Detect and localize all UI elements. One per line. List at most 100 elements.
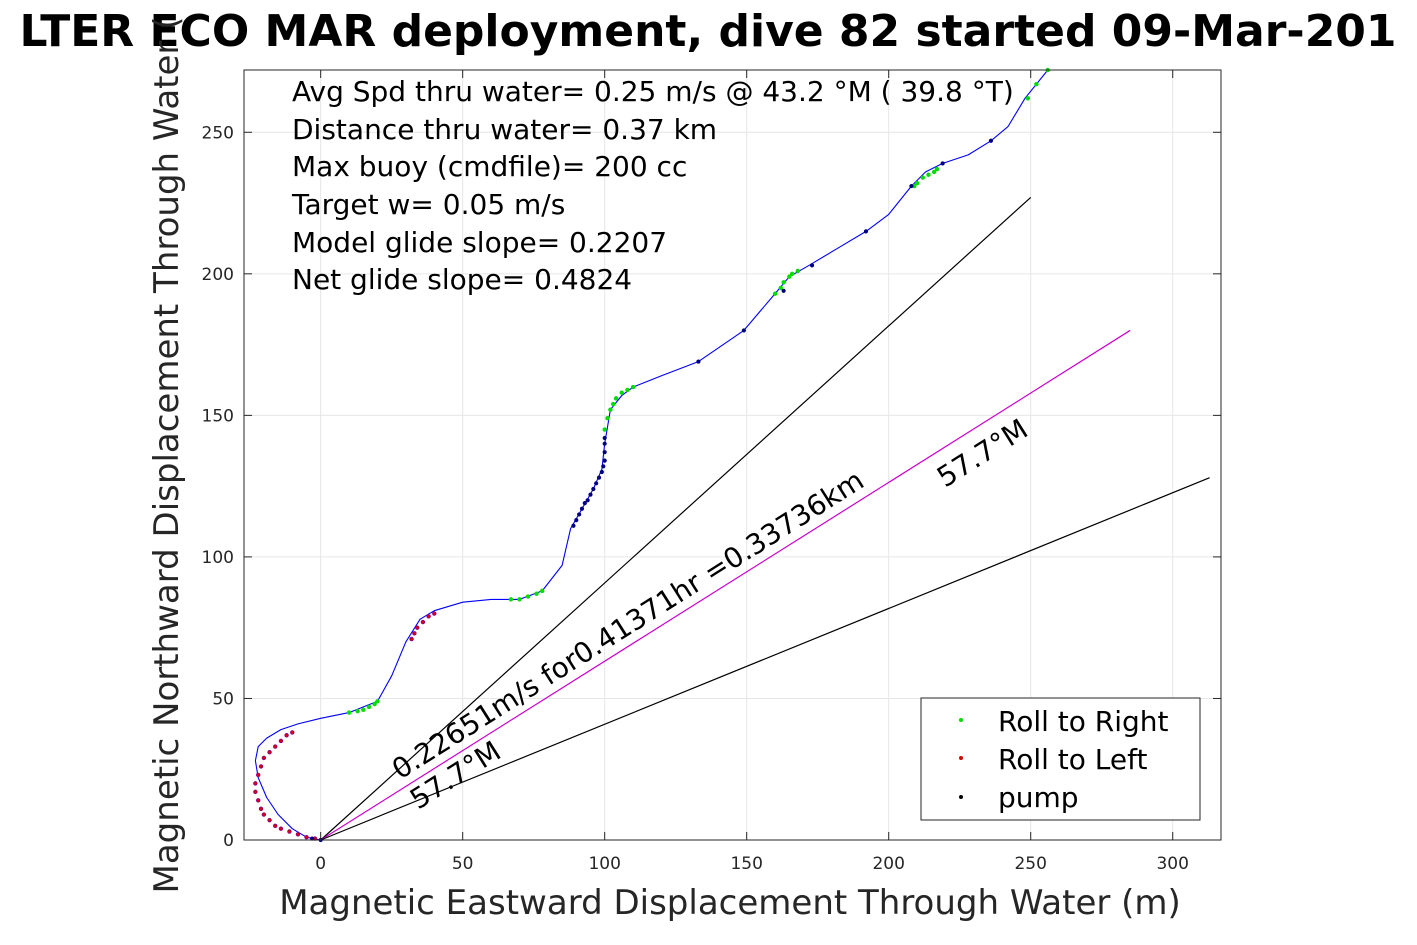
pump-marker (574, 518, 579, 523)
roll-right-marker (361, 707, 366, 712)
pump-marker (988, 138, 994, 143)
roll-right-marker (630, 384, 636, 390)
pump-marker (596, 475, 602, 480)
roll-right-marker (608, 407, 613, 412)
x-axis-label: Magnetic Eastward Displacement Through W… (279, 883, 1181, 923)
roll-right-marker (517, 597, 522, 602)
chart-title: LTER ECO MAR deployment, dive 82 started… (19, 6, 1396, 57)
stats-line: Target w= 0.05 m/s (291, 188, 565, 221)
x-tick-label: 250 (1014, 854, 1046, 874)
roll-left-marker (295, 832, 301, 837)
roll-left-marker (290, 730, 295, 735)
roll-right-marker (931, 169, 937, 175)
pump-marker (602, 458, 607, 463)
y-tick-label: 200 (202, 265, 234, 285)
roll-left-marker (420, 619, 426, 625)
pump-marker (909, 183, 914, 189)
pump-marker (582, 501, 587, 506)
x-tick-label: 300 (1156, 854, 1188, 874)
roll-right-marker (795, 268, 801, 274)
y-tick-label: 150 (202, 406, 234, 426)
stats-text-block: Avg Spd thru water= 0.25 m/s @ 43.2 °M (… (291, 75, 1014, 296)
roll-right-marker (525, 594, 531, 599)
roll-right-marker (1034, 81, 1039, 87)
y-tick-label: 50 (212, 689, 234, 709)
roll-left-marker (432, 611, 437, 616)
stats-line: Net glide slope= 0.4824 (292, 263, 632, 296)
roll-left-marker (258, 764, 264, 769)
roll-right-marker (602, 427, 607, 432)
roll-left-marker (273, 823, 278, 829)
roll-right-marker (1025, 96, 1031, 101)
roll-right-marker (346, 710, 352, 715)
pump-marker (588, 492, 593, 497)
pump-marker (696, 359, 701, 364)
roll-left-marker (284, 733, 289, 738)
roll-left-marker (267, 817, 272, 823)
legend-marker-roll-right (959, 718, 963, 722)
roll-right-marker (375, 699, 380, 704)
pump-marker (579, 506, 585, 511)
roll-left-marker (256, 772, 261, 778)
x-tick-label: 100 (588, 854, 620, 874)
roll-right-marker (366, 704, 372, 710)
roll-right-marker (372, 701, 377, 707)
pump-marker (602, 450, 607, 455)
y-tick-label: 100 (202, 548, 234, 568)
roll-right-marker (934, 166, 940, 172)
y-axis-label: Magnetic Northward Displacement Through … (147, 17, 187, 894)
roll-right-marker (920, 175, 925, 180)
pump-marker (601, 464, 606, 469)
reference-line-right-bound (320, 477, 1210, 841)
legend-label-roll-right: Roll to Right (998, 705, 1169, 738)
pump-marker (599, 469, 604, 475)
roll-left-marker (426, 614, 431, 619)
pump-marker (571, 523, 576, 528)
legend-box (920, 697, 1201, 821)
roll-right-marker (625, 387, 630, 393)
roll-left-marker (273, 744, 278, 749)
stats-line: Distance thru water= 0.37 km (292, 113, 717, 146)
roll-right-marker (611, 401, 616, 407)
stats-line: Max buoy (cmdfile)= 200 cc (292, 150, 687, 183)
pump-marker (602, 441, 607, 446)
roll-left-marker (409, 636, 414, 642)
stats-line: Avg Spd thru water= 0.25 m/s @ 43.2 °M (… (292, 75, 1014, 108)
roll-left-marker (278, 738, 284, 744)
roll-left-marker (412, 631, 417, 636)
pump-marker (594, 481, 599, 486)
pump-marker (585, 498, 590, 503)
roll-right-marker (534, 591, 539, 596)
pump-marker (741, 328, 746, 333)
legend-label-roll-left: Roll to Left (998, 743, 1147, 776)
roll-left-marker (287, 829, 292, 834)
y-tick-label: 250 (202, 123, 234, 143)
stats-line: Model glide slope= 0.2207 (292, 226, 667, 259)
pump-marker (577, 512, 582, 517)
pump-marker (809, 263, 815, 268)
roll-left-marker (415, 625, 420, 630)
roll-right-marker (613, 396, 619, 401)
y-tick-label: 0 (223, 831, 234, 851)
ticks-layer: 0 50 100 150 200 250 300 0 50 100 150 200 250 (202, 70, 1221, 874)
legend-marker-roll-left (959, 756, 963, 760)
roll-right-marker (508, 597, 514, 602)
roll-left-marker (256, 798, 261, 803)
roll-right-marker (605, 415, 610, 421)
plot-frame (243, 69, 1222, 841)
roll-left-marker (261, 755, 267, 761)
legend-label-pump: pump (998, 781, 1079, 814)
x-tick-label: 150 (730, 854, 762, 874)
roll-right-marker (619, 390, 624, 395)
pump-marker (591, 486, 596, 492)
roll-right-marker (772, 291, 778, 296)
x-tick-label: 200 (872, 854, 904, 874)
roll-left-marker (258, 806, 264, 812)
reference-lines-layer (320, 196, 1210, 841)
roll-right-marker (914, 181, 920, 186)
legend: Roll to Right Roll to Left pump (920, 697, 1201, 821)
roll-left-marker (278, 826, 284, 831)
roll-left-marker (253, 789, 258, 795)
roll-right-marker (778, 285, 783, 291)
reference-line-left-bound (320, 196, 1032, 841)
